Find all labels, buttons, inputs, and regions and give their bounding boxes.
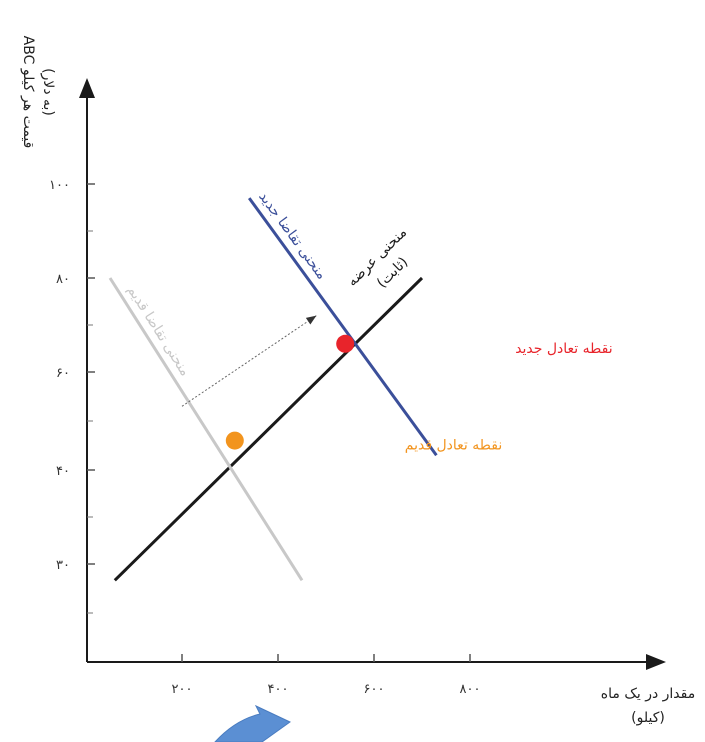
shift-arrow-layer [181,315,317,407]
y-axis-title-line1: قیمت هر کیلو ABC [20,36,36,149]
y-tick-label-0: ۳۰ [56,558,70,573]
y-tick-label-3: ۸۰ [56,272,70,287]
x-tick-label-0: ۲۰۰ [172,682,193,697]
x-axis-title-line2: (کیلو) [631,710,665,726]
x-axis-arrow [646,654,666,670]
curve-label-2: منحنی تقاضا جدید [255,189,329,283]
y-tick-label-4: ۱۰۰ [49,178,70,193]
x-tick-label-3: ۸۰۰ [460,682,481,697]
equilibrium-point-0 [225,431,244,450]
equilibrium-label-1: نقطه تعادل جدید [515,341,612,357]
y-axis-arrow [79,78,95,98]
y-tick-label-2: ۶۰ [56,366,70,381]
x-axis-title-line1: مقدار در یک ماه [601,686,695,702]
curve-label-1: منحنی تقاضا قدیم [124,283,193,380]
equilibrium-point-1 [336,334,355,353]
curve-0 [113,276,424,582]
y-tick-label-1: ۴۰ [56,464,70,479]
equilibrium-label-0: نقطه تعادل قدیم [405,438,502,454]
curve-1 [108,277,304,582]
curve-2 [247,197,438,457]
decorative-arrow-shape [214,704,291,742]
y-ticks: ۳۰ ۴۰ ۶۰ ۸۰ ۱۰۰ [49,178,95,614]
x-tick-label-2: ۶۰۰ [364,682,385,697]
y-axis-title-line2: (به دلار) [40,68,56,116]
x-tick-label-1: ۴۰۰ [268,682,289,697]
x-ticks: ۲۰۰ ۴۰۰ ۶۰۰ ۸۰۰ [172,654,481,697]
shift-arrow-head [305,315,317,325]
shift-arrow-line [181,315,317,407]
equilibrium-points: نقطه تعادل قدیم نقطه تعادل جدید [225,334,613,454]
